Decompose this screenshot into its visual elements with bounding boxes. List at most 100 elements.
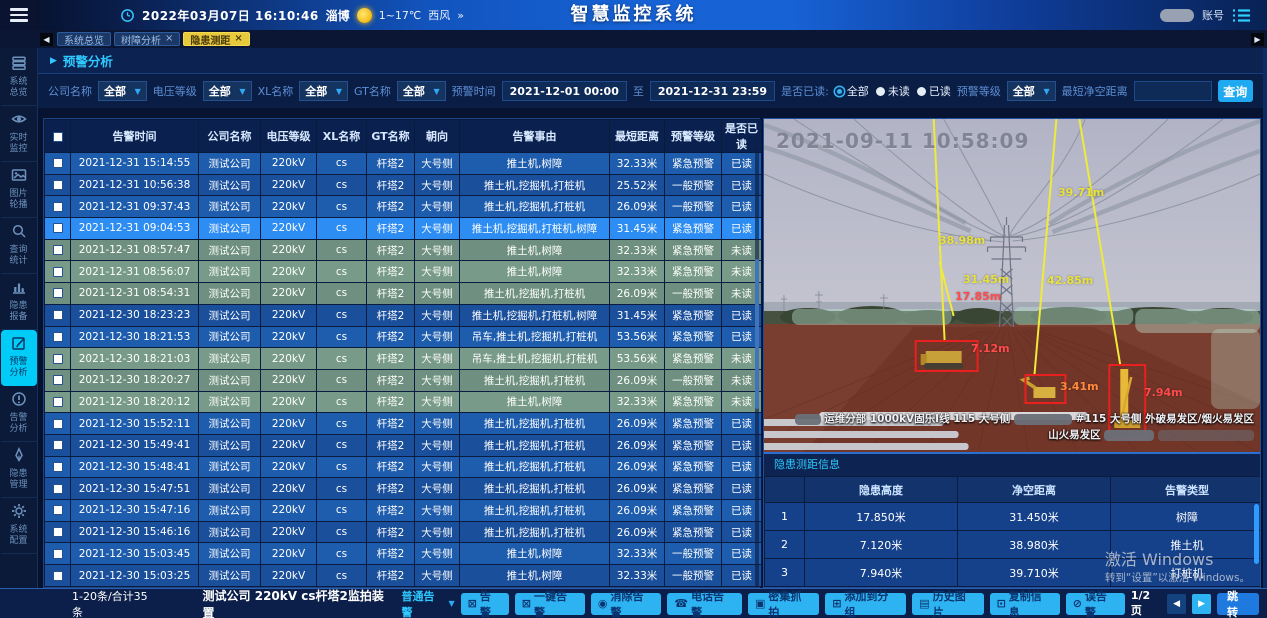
row-checkbox[interactable] [52,266,63,277]
table-row[interactable]: 2021-12-31 10:56:38 测试公司 220kV cs 杆塔2 大号侧 推土机,… [44,173,762,197]
time-from-input[interactable]: 2021-12-01 00:00 [501,81,627,101]
row-checkbox[interactable] [52,548,63,559]
row-checkbox[interactable] [52,201,63,212]
table-row[interactable]: 2021-12-30 15:48:41 测试公司 220kV cs 杆塔2 大号侧 推土机,… [44,455,762,479]
table-cell: 杆塔2 [366,542,415,566]
table-cell: 2021-12-30 15:03:45 [70,542,199,566]
sidebar-item-hazard-report[interactable]: 隐患报备 [0,274,37,330]
table-row[interactable]: 2021-12-30 18:23:23 测试公司 220kV cs 杆塔2 大号侧 推土机,… [44,303,762,327]
table-row[interactable]: 2021-12-31 09:37:43 测试公司 220kV cs 杆塔2 大号侧 推土机,… [44,195,762,219]
tab-close-icon[interactable]: × [234,33,243,44]
row-checkbox[interactable] [52,396,63,407]
select-all-checkbox[interactable] [52,131,63,142]
sidebar-item-live-monitor[interactable]: 实时监控 [0,106,37,162]
list-menu-icon[interactable] [1232,8,1251,23]
row-checkbox[interactable] [52,223,63,234]
read-option[interactable]: 已读 [916,83,951,99]
sidebar-item-image-carousel[interactable]: 图片轮播 [0,162,37,218]
distance-input[interactable] [1133,81,1212,101]
table-row[interactable]: 2021-12-30 15:46:16 测试公司 220kV cs 杆塔2 大号侧 推土机,… [44,520,762,544]
alarm-button[interactable]: ⊠ 告警 [460,590,509,618]
read-option[interactable]: 全部 [834,83,869,99]
table-row[interactable]: 2021-12-30 18:21:03 测试公司 220kV cs 杆塔2 大号侧 吊车,推… [44,347,762,370]
time-to-input[interactable]: 2021-12-31 23:59 [649,81,776,101]
phone-alarm-button[interactable]: ☎ 电话告警 [667,590,742,618]
table-row[interactable]: 2021-12-31 08:54:31 测试公司 220kV cs 杆塔2 大号侧 推土机,… [44,282,762,305]
next-page-button[interactable]: ▶ [1192,593,1212,614]
row-checkbox[interactable] [52,180,63,191]
table-row[interactable]: 2021-12-30 18:21:53 测试公司 220kV cs 杆塔2 大号侧 吊车,推… [44,325,762,349]
table-cell: 220kV [260,217,317,240]
history-images-button[interactable]: ▤ 历史图片 [912,590,984,618]
false-alarm-button[interactable]: ⊘ 误告警 [1065,590,1125,618]
alarm-type-select[interactable]: 普通告警 ▼ [401,589,455,618]
voltage-select[interactable]: 全部 ▼ [202,81,252,101]
row-checkbox[interactable] [52,461,63,472]
row-checkbox[interactable] [52,505,63,516]
row-checkbox[interactable] [52,527,63,538]
prev-page-button[interactable]: ◀ [1167,593,1187,614]
surveillance-photo[interactable]: 2021-09-11 10:58:09 39.71m 38.98m 31.45m 42… [764,119,1260,452]
row-checkbox[interactable] [52,245,63,256]
table-row[interactable]: 2 7.120米 38.980米 推土机 [764,530,1260,559]
sidebar-item-system-overview[interactable]: 系统总览 [0,50,37,106]
table-row[interactable]: 3 7.940米 39.710米 打桩机 [764,558,1260,587]
row-checkbox[interactable] [52,310,63,321]
company-select[interactable]: 全部 ▼ [98,81,147,101]
one-key-alarm-button[interactable]: ⊠ 一键告警 [514,590,585,618]
row-checkbox[interactable] [52,331,63,342]
burst-capture-button[interactable]: ▣ 密集抓拍 [747,590,820,618]
xl-select[interactable]: 全部 ▼ [299,81,349,101]
tab-tree-analysis[interactable]: 树障分析 × [114,32,181,47]
table-row[interactable]: 2021-12-31 08:57:47 测试公司 220kV cs 杆塔2 大号侧 推土机,… [44,238,762,262]
sidebar-item-system-config[interactable]: 系统配置 [0,498,37,554]
alarm-table-scrollbar[interactable] [755,149,759,587]
table-row[interactable]: 2021-12-30 15:03:25 测试公司 220kV cs 杆塔2 大号侧 推土机,… [44,564,762,587]
level-select[interactable]: 全部 ▼ [1006,81,1056,101]
query-button[interactable]: 查询 [1217,80,1254,102]
table-cell: 220kV [260,390,317,414]
row-checkbox[interactable] [52,158,63,169]
row-checkbox[interactable] [52,570,63,581]
clear-alarm-button[interactable]: ◉ 消除告警 [590,590,662,618]
row-checkbox[interactable] [52,375,63,386]
table-row[interactable]: 1 17.850米 31.450米 树障 [764,502,1260,531]
row-checkbox[interactable] [52,288,63,299]
hazard-table-scrollbar[interactable] [1254,504,1259,564]
jump-button[interactable]: 跳转 [1217,590,1259,618]
tabs-scroll-right-icon[interactable]: ▶ [1251,32,1264,46]
row-checkbox[interactable] [52,353,63,364]
city-label: 淄博 [325,8,350,23]
table-row[interactable]: 2021-12-31 09:04:53 测试公司 220kV cs 杆塔2 大号侧 推土机,… [44,217,762,240]
table-row[interactable]: 2021-12-30 15:03:45 测试公司 220kV cs 杆塔2 大号侧 推土机,… [44,542,762,566]
table-row[interactable]: 2021-12-30 15:49:41 测试公司 220kV cs 杆塔2 大号侧 推土机,… [44,433,762,457]
table-cell: 推土机,挖掘机,打桩机 [459,173,610,197]
table-row[interactable]: 2021-12-30 18:20:12 测试公司 220kV cs 杆塔2 大号侧 推土机,… [44,390,762,414]
add-to-group-button[interactable]: ⊞ 添加到分组 [825,590,907,618]
sidebar-item-warning-analysis[interactable]: 预警分析 [0,330,37,386]
table-row[interactable]: 2021-12-30 15:47:16 测试公司 220kV cs 杆塔2 大号侧 推土机,… [44,499,762,522]
row-checkbox[interactable] [52,418,63,429]
sidebar-item-alarm-analysis[interactable]: 告警分析 [0,386,37,442]
tab-hazard-ranging[interactable]: 隐患测距 × [183,32,250,47]
row-checkbox[interactable] [52,483,63,494]
table-cell: 紧急预警 [664,238,722,262]
table-row[interactable]: 2021-12-31 15:14:55 测试公司 220kV cs 杆塔2 大号侧 推土机,… [44,152,762,175]
tab-system-overview[interactable]: 系统总览 [57,32,111,47]
tab-close-icon[interactable]: × [165,33,174,44]
sidebar-item-hazard-manage[interactable]: 隐患管理 [0,442,37,498]
table-cell: 测试公司 [198,347,261,370]
row-checkbox[interactable] [52,440,63,451]
sidebar-item-query-stats[interactable]: 查询统计 [0,218,37,274]
copy-info-button[interactable]: ⊡ 复制信息 [989,590,1060,618]
table-row[interactable]: 2021-12-31 08:56:07 测试公司 220kV cs 杆塔2 大号侧 推土机,… [44,260,762,284]
weather-more-chevron[interactable]: » [457,8,464,22]
table-cell: 杆塔2 [366,217,415,240]
tabs-scroll-left-icon[interactable]: ◀ [40,32,53,46]
menu-icon[interactable] [0,0,38,30]
table-row[interactable]: 2021-12-30 18:20:27 测试公司 220kV cs 杆塔2 大号侧 推土机,… [44,368,762,392]
read-option[interactable]: 未读 [875,83,910,99]
gt-select[interactable]: 全部 ▼ [396,81,446,101]
table-row[interactable]: 2021-12-30 15:47:51 测试公司 220kV cs 杆塔2 大号侧 推土机,… [44,477,762,500]
table-row[interactable]: 2021-12-30 15:52:11 测试公司 220kV cs 杆塔2 大号侧 推土机,… [44,412,762,435]
